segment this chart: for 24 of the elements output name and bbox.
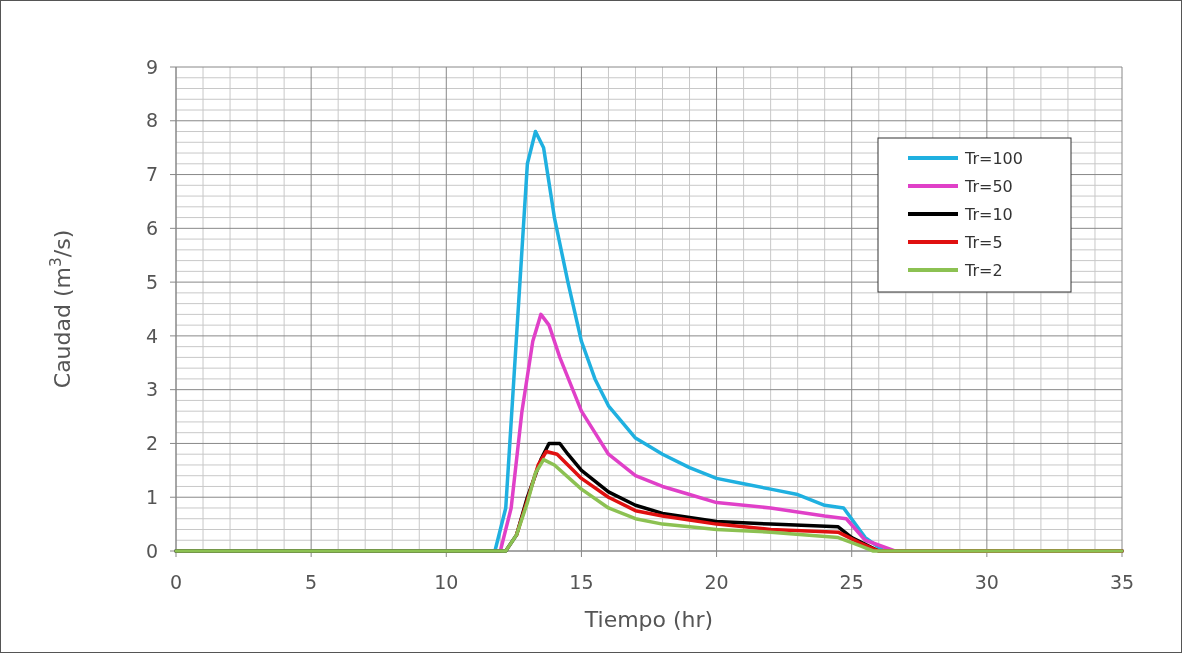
y-tick-label: 0: [145, 539, 158, 562]
x-tick-label: 25: [839, 571, 864, 593]
legend-label: Tr=50: [964, 176, 1013, 196]
y-tick-label: 9: [145, 55, 158, 78]
y-tick-label: 6: [145, 216, 158, 239]
y-tick-label: 2: [145, 432, 158, 455]
x-tick-label: 10: [434, 571, 459, 593]
y-tick-label: 7: [145, 163, 158, 186]
x-tick-label: 5: [305, 571, 318, 593]
y-tick-label: 8: [145, 109, 158, 132]
y-tick-label: 5: [145, 270, 158, 293]
legend-label: Tr=100: [964, 148, 1023, 168]
legend-label: Tr=2: [964, 260, 1003, 280]
x-tick-label: 20: [704, 571, 729, 593]
x-axis-title: Tiempo (hr): [583, 607, 714, 632]
x-tick-label: 15: [569, 571, 594, 593]
x-tick-label: 30: [974, 571, 999, 593]
x-tick-label: 35: [1109, 571, 1135, 593]
y-tick-label: 1: [145, 485, 158, 508]
legend-label: Tr=5: [964, 232, 1003, 252]
y-tick-label: 4: [145, 324, 158, 347]
x-tick-label: 0: [169, 571, 183, 593]
y-tick-label: 3: [145, 378, 158, 401]
legend-label: Tr=10: [964, 204, 1013, 224]
